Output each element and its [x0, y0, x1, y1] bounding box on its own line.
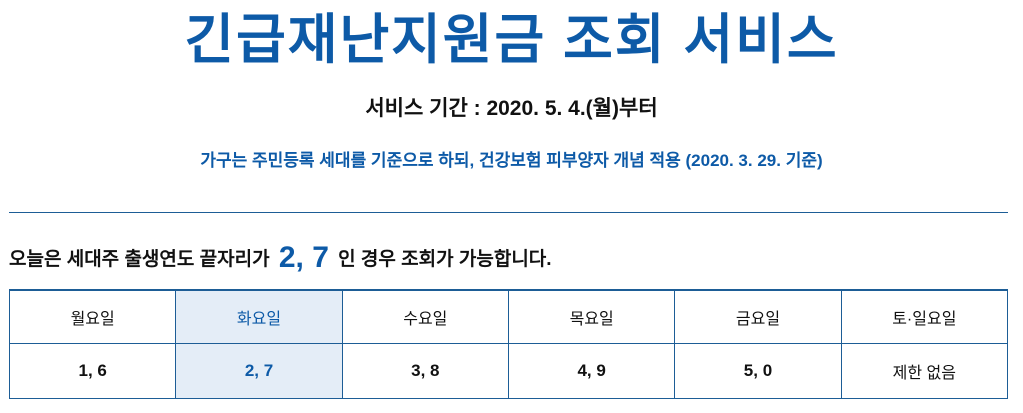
digits-cell: 제한 없음 [840, 343, 1009, 399]
today-suffix: 인 경우 조회가 가능합니다. [338, 249, 552, 270]
today-digits: 2, 7 [278, 241, 329, 274]
schedule-table: 월요일 화요일 수요일 목요일 금요일 토·일요일 1, 6 2, 7 3, 8… [8, 289, 1009, 399]
digits-cell-active: 2, 7 [175, 343, 343, 399]
digits-cell: 3, 8 [341, 343, 509, 399]
today-prefix: 오늘은 세대주 출생연도 끝자리가 [9, 249, 270, 270]
page-title: 긴급재난지원금 조회 서비스 [184, 10, 839, 70]
day-header: 월요일 [8, 289, 177, 344]
day-header: 토·일요일 [840, 289, 1009, 344]
day-header: 수요일 [341, 289, 509, 344]
divider [9, 212, 1008, 213]
day-header: 목요일 [507, 289, 676, 344]
digits-cell: 1, 6 [8, 343, 177, 399]
digits-cell: 4, 9 [507, 343, 676, 399]
digits-cell: 5, 0 [674, 343, 842, 399]
table-row: 1, 6 2, 7 3, 8 4, 9 5, 0 제한 없음 [8, 343, 1009, 399]
today-notice: 오늘은 세대주 출생연도 끝자리가 2, 7 인 경우 조회가 가능합니다. [9, 240, 552, 278]
table-header-row: 월요일 화요일 수요일 목요일 금요일 토·일요일 [8, 289, 1009, 344]
household-note: 가구는 주민등록 세대를 기준으로 하되, 건강보험 피부양자 개념 적용 (2… [200, 151, 823, 170]
service-period: 서비스 기간 : 2020. 5. 4.(월)부터 [365, 97, 658, 120]
day-header: 금요일 [674, 289, 842, 344]
day-header-active: 화요일 [175, 289, 343, 344]
